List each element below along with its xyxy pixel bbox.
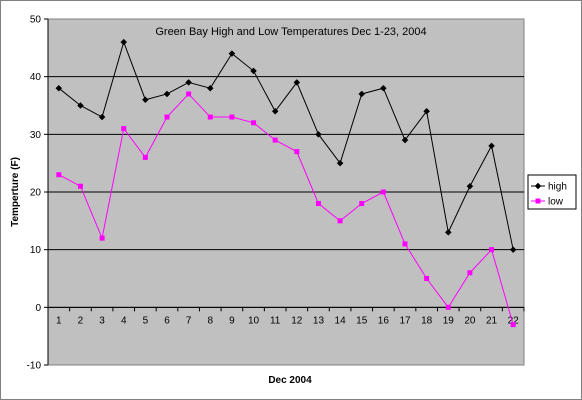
y-tick-label: -10 — [27, 361, 42, 372]
x-tick-label: 4 — [121, 315, 127, 326]
x-tick-label: 7 — [186, 315, 192, 326]
x-tick-label: 3 — [99, 315, 105, 326]
data-point-high — [120, 38, 128, 46]
data-point-low — [207, 114, 213, 120]
data-point-low — [272, 137, 278, 143]
data-point-low — [467, 270, 473, 276]
data-point-low — [77, 183, 83, 189]
data-point-low — [315, 201, 321, 207]
x-tick-label: 6 — [164, 315, 170, 326]
data-point-high — [466, 182, 474, 190]
legend-label-high: high — [548, 182, 567, 193]
x-tick-label: 13 — [313, 315, 325, 326]
data-point-high — [228, 50, 236, 57]
data-point-low — [402, 241, 408, 247]
data-point-high — [55, 84, 63, 92]
y-tick-label: 0 — [35, 303, 41, 314]
data-point-low — [510, 322, 516, 328]
data-point-low — [142, 154, 148, 160]
legend-label-low: low — [548, 197, 564, 208]
data-point-high — [380, 84, 387, 92]
data-point-high — [185, 79, 192, 86]
x-tick-label: 12 — [291, 315, 303, 326]
data-point-high — [206, 84, 214, 92]
y-tick-label: 10 — [30, 245, 42, 256]
data-point-low — [424, 276, 430, 281]
data-point-high — [336, 159, 344, 167]
x-tick-label: 9 — [229, 315, 235, 326]
data-point-high — [444, 229, 452, 236]
x-tick-label: 21 — [486, 315, 498, 326]
data-point-high — [293, 79, 301, 86]
x-tick-label: 20 — [464, 315, 476, 326]
data-point-low — [294, 149, 300, 155]
data-point-low — [380, 189, 386, 195]
data-point-high — [401, 136, 409, 144]
x-tick-label: 8 — [207, 315, 213, 326]
data-point-high — [358, 90, 366, 98]
x-tick-label: 1 — [56, 315, 62, 326]
data-point-low — [337, 218, 343, 224]
series-layer — [55, 38, 517, 328]
x-tick-label: 15 — [356, 315, 368, 326]
data-point-low — [445, 304, 451, 310]
x-tick-label: 10 — [248, 315, 260, 326]
data-point-high — [163, 90, 171, 98]
data-point-low — [359, 201, 365, 207]
data-point-high — [488, 142, 495, 150]
x-tick-label: 2 — [78, 315, 84, 326]
data-point-high — [77, 102, 84, 109]
x-tick-label: 22 — [508, 315, 520, 326]
data-point-low — [99, 235, 105, 241]
data-point-high — [423, 107, 430, 115]
data-point-low — [251, 120, 257, 126]
y-tick-label: 40 — [30, 72, 42, 83]
x-tick-label: 17 — [399, 315, 411, 326]
x-tick-label: 14 — [335, 315, 347, 326]
y-tick-label: 30 — [30, 130, 42, 141]
legend: high low — [527, 174, 577, 210]
data-point-high — [142, 96, 149, 104]
data-point-low — [121, 126, 127, 132]
x-tick-label: 16 — [378, 315, 390, 326]
data-point-high — [509, 246, 517, 254]
data-point-low — [489, 247, 495, 253]
series-line-low — [58, 93, 514, 325]
x-tick-label: 18 — [421, 315, 433, 326]
data-point-high — [271, 107, 279, 115]
data-point-high — [98, 113, 106, 121]
data-point-low — [56, 172, 62, 178]
series-line-high — [58, 40, 514, 250]
data-point-low — [186, 91, 192, 97]
legend-marker-low — [535, 198, 541, 204]
data-point-high — [315, 130, 322, 138]
x-tick-label: 11 — [270, 315, 281, 326]
data-point-low — [164, 114, 170, 120]
x-tick-label: 5 — [143, 315, 149, 326]
y-tick-label: 20 — [30, 188, 42, 199]
data-point-high — [250, 67, 257, 75]
y-axis-title: Temperture (F) — [10, 157, 21, 227]
chart-title: Green Bay High and Low Temperatures Dec … — [155, 26, 426, 38]
data-point-low — [229, 114, 235, 120]
legend-marker-high — [534, 182, 542, 190]
x-tick-label: 19 — [443, 315, 455, 326]
x-axis-title: Dec 2004 — [268, 375, 312, 386]
y-tick-label: 50 — [30, 15, 42, 26]
